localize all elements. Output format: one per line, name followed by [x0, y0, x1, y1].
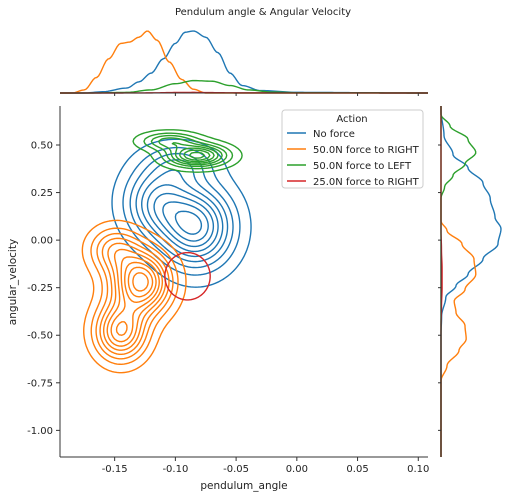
- legend-label-0: No force: [313, 129, 355, 140]
- right-marginal-plot: [440, 106, 502, 457]
- x-tick-label-0: -0.15: [102, 464, 128, 475]
- contour-level-3-0: [164, 251, 211, 301]
- contour-level-2-7: [188, 151, 206, 159]
- x-axis-label: pendulum_angle: [200, 480, 287, 492]
- contour-level-0-5: [146, 184, 219, 253]
- contour-level-0-2: [129, 152, 234, 269]
- chart-title: Pendulum angle & Angular Velocity: [175, 7, 351, 18]
- contour-level-1-7: [115, 261, 157, 336]
- contour-level-2-4: [171, 142, 219, 164]
- legend-title: Action: [336, 114, 367, 125]
- y-tick-label-1: 0.25: [31, 188, 53, 199]
- y-tick-label-6: -1.00: [27, 426, 53, 437]
- top-marginal-curve-1: [60, 30, 428, 94]
- contour-level-1-8: [127, 266, 154, 298]
- contour-level-1-4: [102, 242, 167, 351]
- y-tick-label-2: 0.00: [31, 236, 53, 247]
- x-tick-label-2: -0.05: [223, 464, 249, 475]
- y-axis-label: angular_velocity: [7, 239, 19, 325]
- kde-contours-2: [132, 129, 243, 173]
- x-tick-label-5: 0.10: [407, 464, 429, 475]
- main-plot-area: [81, 129, 252, 374]
- top-marginal-curve-0: [60, 30, 428, 94]
- x-tick-label-4: 0.05: [346, 464, 368, 475]
- contour-level-2-3: [157, 137, 223, 166]
- contour-level-2-6: [183, 149, 211, 161]
- y-tick-label-4: -0.50: [27, 331, 53, 342]
- x-tick-label-1: -0.10: [162, 464, 188, 475]
- kde-contours-1: [81, 219, 187, 374]
- contour-level-0-7: [162, 201, 209, 242]
- kde-contours-0: [111, 138, 252, 288]
- contour-level-0-6: [153, 192, 215, 248]
- contour-level-1-5: [106, 248, 164, 347]
- contour-level-2-2: [150, 134, 228, 168]
- contour-level-1-1: [90, 227, 179, 365]
- top-marginal-plot: [60, 30, 428, 94]
- contour-level-1-2: [95, 232, 174, 360]
- contour-level-1-6: [110, 256, 160, 343]
- y-tick-label-0: 0.50: [31, 141, 53, 152]
- axes: -0.15 -0.10 -0.05 0.00 0.05 0.10 0.50 0.25 0.00 -…: [27, 92, 442, 475]
- contour-level-2-5: [179, 147, 215, 163]
- top-marginal-curve-2: [60, 79, 428, 94]
- contour-level-0-8: [174, 210, 203, 235]
- contour-level-2-0: [132, 129, 243, 173]
- y-tick-label-3: -0.25: [27, 283, 53, 294]
- legend-frame: [281, 109, 424, 189]
- legend-label-1: 50.0N force to RIGHT: [313, 145, 420, 156]
- contour-level-1-9: [132, 272, 149, 292]
- contour-level-0-4: [141, 169, 224, 258]
- legend-label-3: 25.0N force to RIGHT: [313, 177, 420, 188]
- kde-contours-3: [164, 251, 211, 301]
- contour-level-1-0: [81, 219, 187, 374]
- contour-level-2-1: [143, 132, 234, 170]
- legend: Action No force 50.0N force to RIGHT 50.0N…: [281, 109, 424, 189]
- legend-label-2: 50.0N force to LEFT: [313, 161, 412, 172]
- x-tick-label-3: 0.00: [286, 464, 308, 475]
- y-tick-label-5: -0.75: [27, 378, 53, 389]
